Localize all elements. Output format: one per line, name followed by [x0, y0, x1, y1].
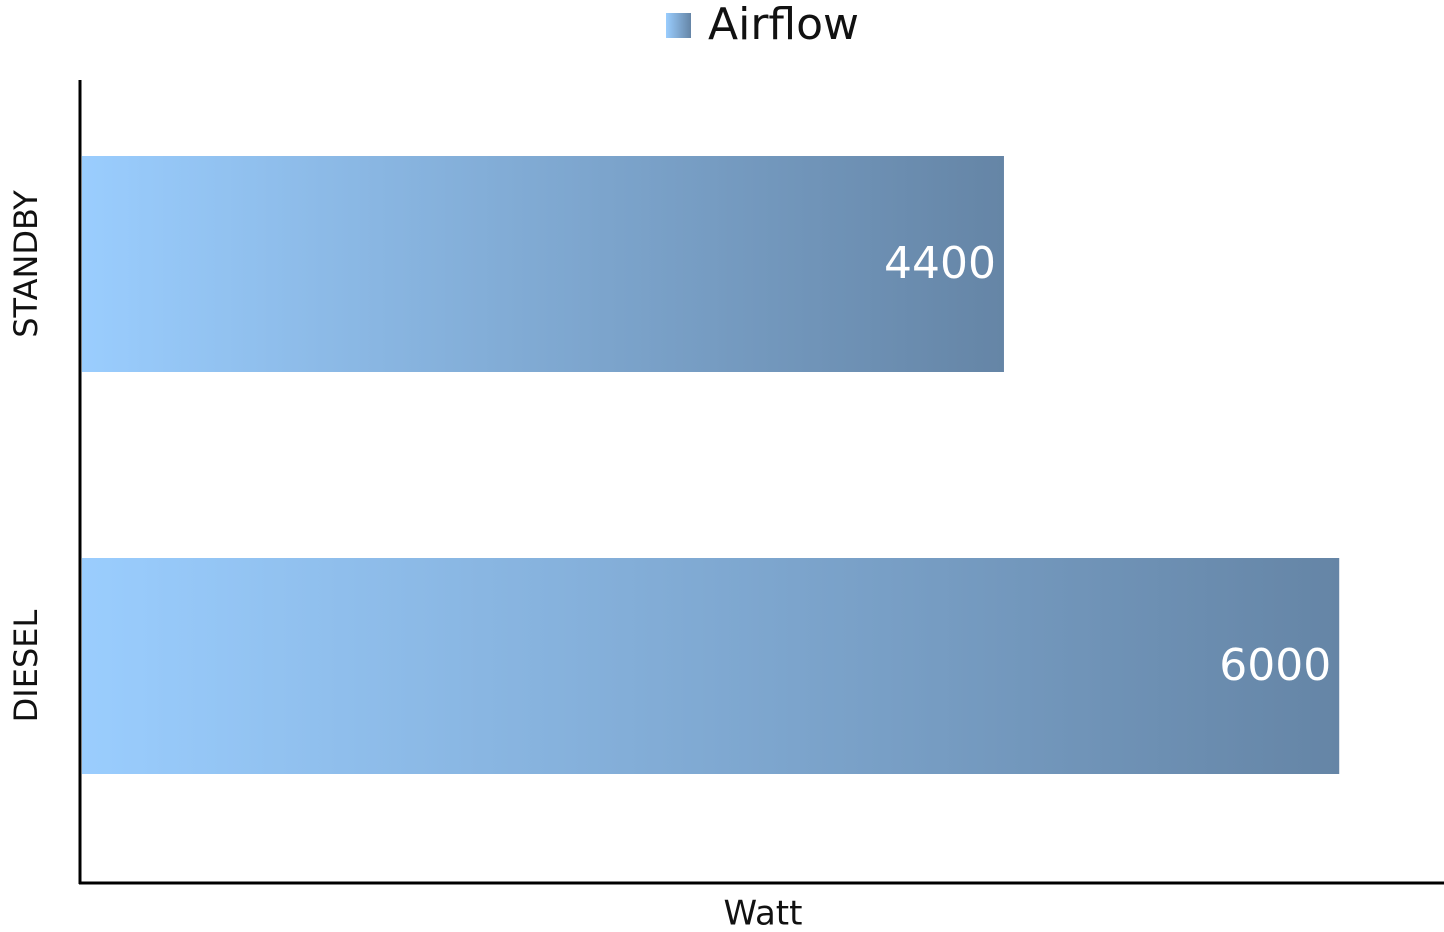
bar	[82, 558, 1340, 774]
legend-label: Airflow	[708, 0, 859, 50]
bar	[82, 156, 1004, 372]
x-axis-label: Watt	[724, 894, 803, 932]
y-tick-label: DIESEL	[7, 610, 45, 723]
value-label: 6000	[1219, 640, 1331, 691]
legend-swatch	[666, 13, 691, 38]
value-label: 4400	[884, 238, 996, 289]
y-tick-label: STANDBY	[7, 190, 45, 338]
